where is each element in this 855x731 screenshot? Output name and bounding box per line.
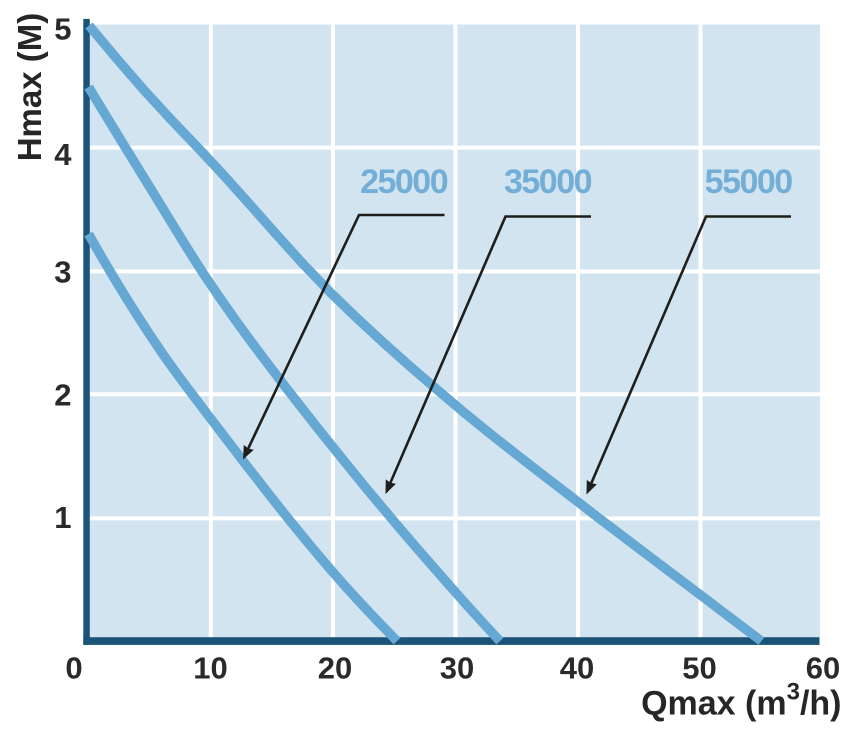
svg-text:60: 60: [806, 651, 840, 686]
svg-text:35000: 35000: [504, 163, 592, 201]
svg-text:0: 0: [65, 651, 82, 686]
svg-text:3: 3: [54, 255, 71, 290]
svg-text:5: 5: [54, 12, 71, 47]
svg-text:1: 1: [54, 500, 71, 535]
svg-text:2: 2: [54, 378, 71, 413]
svg-text:55000: 55000: [705, 163, 793, 201]
svg-text:25000: 25000: [360, 163, 448, 201]
svg-text:30: 30: [440, 651, 474, 686]
svg-text:4: 4: [54, 137, 72, 172]
svg-text:Hmax (M): Hmax (M): [11, 13, 48, 162]
svg-text:Qmax (m3/h): Qmax (m3/h): [641, 679, 841, 723]
svg-text:50: 50: [682, 651, 716, 686]
svg-text:10: 10: [193, 651, 227, 686]
svg-text:40: 40: [560, 651, 594, 686]
svg-text:20: 20: [318, 651, 352, 686]
